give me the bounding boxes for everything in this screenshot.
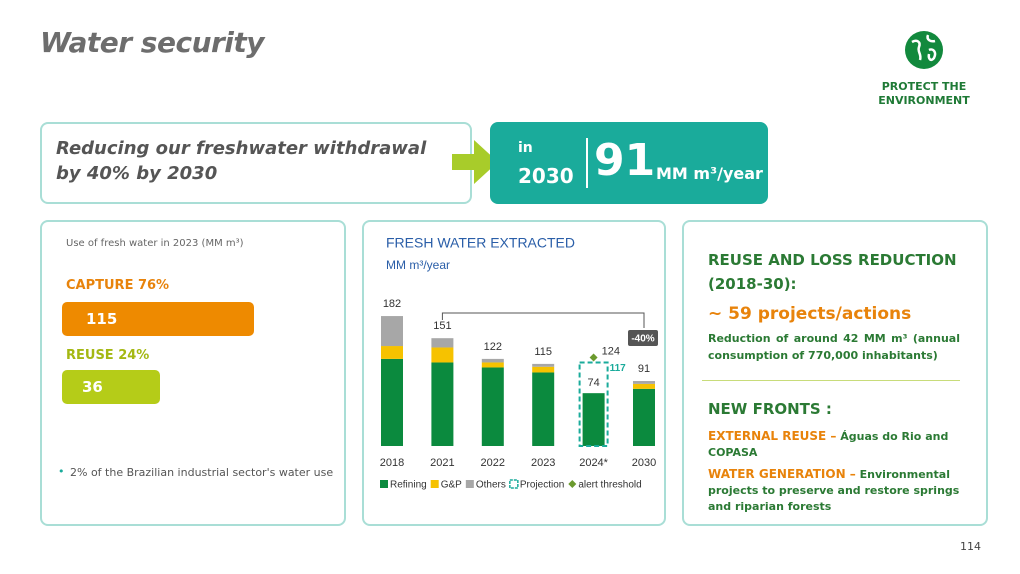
goal-in: in	[518, 140, 533, 156]
item-bar: 36	[62, 370, 160, 404]
legend-label: Refining	[390, 480, 427, 491]
front-label: EXTERNAL REUSE –	[708, 429, 837, 443]
body: Reduction of around 42 MM m³ (annual con…	[708, 332, 960, 362]
bar-segment	[532, 372, 555, 446]
bar-segment	[532, 363, 555, 367]
item-bar: 115	[62, 302, 254, 336]
chart: FRESH WATER EXTRACTED MM m³/year 2018 182…	[380, 235, 658, 491]
x-tick-label: 2018	[380, 457, 404, 469]
data-label: 74	[587, 377, 599, 389]
bullet: •	[58, 465, 65, 478]
bar-segment	[633, 383, 655, 389]
badge-line: PROTECT THE	[881, 80, 967, 93]
legend-swatch	[430, 480, 439, 488]
heading: REUSE AND LOSS REDUCTION (2018-30):	[708, 251, 957, 293]
chart-panel: FRESH WATER EXTRACTED MM m³/year 2018 182…	[362, 220, 666, 526]
goal-line: Reducing our freshwater withdrawal	[56, 138, 427, 159]
bar-segment	[633, 381, 655, 384]
total-label: 91	[638, 363, 650, 375]
data-label: 124	[602, 345, 620, 357]
legend-swatch	[509, 479, 519, 489]
right-panel: REUSE AND LOSS REDUCTION (2018-30): ~ 59…	[682, 220, 988, 526]
legend-label: Projection	[520, 480, 564, 491]
front: WATER GENERATION – Environmental project…	[708, 466, 964, 515]
total-label: 182	[383, 298, 401, 310]
projects: ~ 59 projects/actions	[708, 304, 912, 324]
goal-box: Reducing our freshwater withdrawal by 40…	[40, 122, 472, 204]
bar-segment	[532, 366, 555, 373]
total-label: 151	[433, 320, 451, 332]
fronts-heading: NEW FRONTS :	[708, 400, 832, 418]
left-panel: Use of fresh water in 2023 (MM m³) CAPTU…	[40, 220, 346, 526]
legend-swatch	[380, 480, 388, 488]
bar-segment	[381, 358, 403, 446]
bar-segment	[481, 367, 504, 446]
legend-label: alert threshold	[578, 480, 641, 491]
goal-value: 91	[594, 135, 656, 186]
bar-segment	[381, 346, 403, 359]
bar-segment	[633, 388, 655, 446]
item-label: CAPTURE 76%	[66, 278, 170, 293]
goal-target: in 2030 91 MM m³/year	[490, 122, 768, 204]
x-tick-label: 2021	[430, 457, 454, 469]
item-value: 36	[82, 378, 103, 396]
legend-label: G&P	[441, 480, 462, 491]
slide-title: Water security	[40, 26, 265, 59]
divider	[586, 138, 588, 188]
data-label: 117	[610, 363, 627, 374]
bar-segment	[582, 393, 605, 446]
item-value: 115	[86, 310, 118, 328]
front-label: WATER GENERATION –	[708, 467, 856, 481]
legend-swatch	[568, 480, 577, 488]
alert-marker	[589, 353, 598, 362]
goal-text: Reducing our freshwater withdrawal by 40…	[56, 136, 426, 186]
goal-year: 2030	[518, 164, 574, 188]
badge-line: ENVIRONMENT	[878, 94, 970, 107]
legend-label: Others	[476, 480, 506, 491]
item-label: REUSE 24%	[66, 348, 150, 363]
front-text: Águas do Rio and COPASA	[708, 430, 949, 459]
total-label: 115	[534, 346, 552, 358]
separator	[702, 380, 960, 381]
x-tick-label: 2030	[632, 457, 656, 469]
goal-line: by 40% by 2030	[56, 163, 218, 184]
x-tick-label: 2024*	[579, 457, 608, 469]
note: 2% of the Brazilian industrial sector's …	[70, 466, 334, 479]
bar-segment	[431, 338, 454, 348]
annotation: -40%	[631, 334, 654, 345]
bar-segment	[431, 362, 454, 446]
x-tick-label: 2022	[481, 457, 505, 469]
page-number: 114	[960, 540, 981, 553]
caption: Use of fresh water in 2023 (MM m³)	[66, 238, 244, 249]
globe-icon	[905, 31, 943, 69]
total-label: 122	[484, 341, 502, 353]
front: EXTERNAL REUSE – Águas do Rio and COPASA	[708, 428, 964, 461]
bar-segment	[481, 358, 504, 363]
badge: PROTECT THE ENVIRONMENT	[864, 80, 984, 108]
annotation-box	[628, 330, 658, 346]
x-tick-label: 2023	[531, 457, 555, 469]
bar-segment	[431, 347, 454, 363]
chart-title: FRESH WATER EXTRACTED	[386, 235, 575, 251]
chart-subtitle: MM m³/year	[386, 258, 450, 272]
front-text: Environmental projects to preserve and r…	[708, 468, 960, 513]
legend-swatch	[465, 480, 474, 488]
bracket	[441, 312, 645, 328]
goal-unit: MM m³/year	[656, 164, 763, 183]
bar-segment	[381, 316, 403, 347]
arrow	[452, 140, 498, 184]
bar-segment	[481, 362, 504, 368]
